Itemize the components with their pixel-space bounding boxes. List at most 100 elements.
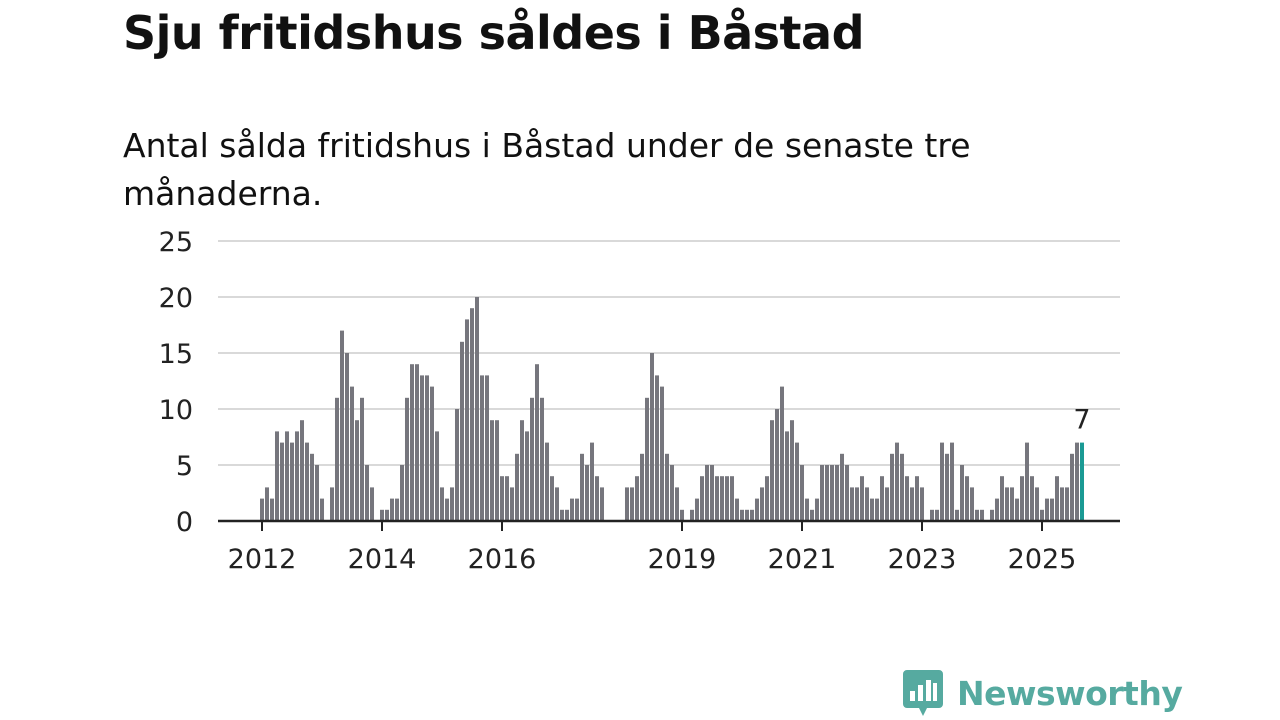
bar (310, 453, 314, 521)
bar (560, 509, 564, 521)
bar (545, 442, 549, 521)
bar (865, 487, 869, 521)
bar (920, 487, 924, 521)
bar (900, 453, 904, 521)
bar (1005, 487, 1009, 521)
bar (725, 476, 729, 521)
bar (480, 375, 484, 521)
bar (260, 498, 264, 521)
bar (660, 386, 664, 521)
x-tick-label: 2021 (768, 544, 837, 575)
bar (350, 386, 354, 521)
bar (540, 397, 544, 521)
y-tick-label: 10 (159, 395, 193, 426)
bar (975, 509, 979, 521)
bar (890, 453, 894, 521)
bar (505, 476, 509, 521)
bar (965, 476, 969, 521)
bar (990, 509, 994, 521)
bar (535, 364, 539, 521)
bar (435, 431, 439, 521)
bar (485, 375, 489, 521)
bar (520, 420, 524, 521)
bar (400, 465, 404, 521)
bar (365, 465, 369, 521)
bar (1075, 442, 1079, 521)
bar (550, 476, 554, 521)
bar (815, 498, 819, 521)
bar (870, 498, 874, 521)
bar (455, 409, 459, 521)
bar (665, 453, 669, 521)
bar (565, 509, 569, 521)
x-tick-label: 2019 (648, 544, 717, 575)
bar (525, 431, 529, 521)
bar (385, 509, 389, 521)
bar (1045, 498, 1049, 521)
bar (705, 465, 709, 521)
bar (425, 375, 429, 521)
bar (670, 465, 674, 521)
bar (590, 442, 594, 521)
chart-subtitle: Antal sålda fritidshus i Båstad under de… (123, 126, 971, 213)
bar (580, 453, 584, 521)
bar (420, 375, 424, 521)
bar (410, 364, 414, 521)
bar (940, 442, 944, 521)
bar (515, 453, 519, 521)
bar (745, 509, 749, 521)
bar (750, 509, 754, 521)
bar (495, 420, 499, 521)
bar (690, 509, 694, 521)
bar (885, 487, 889, 521)
bar (945, 453, 949, 521)
bar (1020, 476, 1024, 521)
bar (680, 509, 684, 521)
bar (380, 509, 384, 521)
bar (500, 476, 504, 521)
highlight-data-label: 7 (1073, 405, 1090, 436)
bar (1025, 442, 1029, 521)
bar (635, 476, 639, 521)
bar (715, 476, 719, 521)
x-tick-label: 2016 (468, 544, 537, 575)
bar (600, 487, 604, 521)
bar (980, 509, 984, 521)
y-tick-label: 0 (176, 507, 193, 538)
newsworthy-logo[interactable]: Newsworthy (903, 670, 1183, 716)
bar (1015, 498, 1019, 521)
bar (755, 498, 759, 521)
x-tick-label: 2025 (1008, 544, 1077, 575)
bar (835, 465, 839, 521)
bar (855, 487, 859, 521)
bar (820, 465, 824, 521)
bar (970, 487, 974, 521)
bar (910, 487, 914, 521)
bar (740, 509, 744, 521)
bar (955, 509, 959, 521)
bar (810, 509, 814, 521)
bar (765, 476, 769, 521)
bar (800, 465, 804, 521)
bar (265, 487, 269, 521)
newsworthy-chart-bubble-icon (903, 670, 943, 716)
bar (1010, 487, 1014, 521)
bar (1060, 487, 1064, 521)
bar (710, 465, 714, 521)
bar (405, 397, 409, 521)
highlighted-bar (1080, 442, 1084, 521)
bar (330, 487, 334, 521)
bar (930, 509, 934, 521)
bar (470, 308, 474, 521)
y-tick-label: 20 (159, 283, 193, 314)
bar (880, 476, 884, 521)
bars (260, 297, 1084, 521)
x-tick-label: 2023 (888, 544, 957, 575)
bar (790, 420, 794, 521)
bar (1040, 509, 1044, 521)
bar (655, 375, 659, 521)
bar (950, 442, 954, 521)
y-tick-label: 5 (176, 451, 193, 482)
bar (915, 476, 919, 521)
bar (295, 431, 299, 521)
